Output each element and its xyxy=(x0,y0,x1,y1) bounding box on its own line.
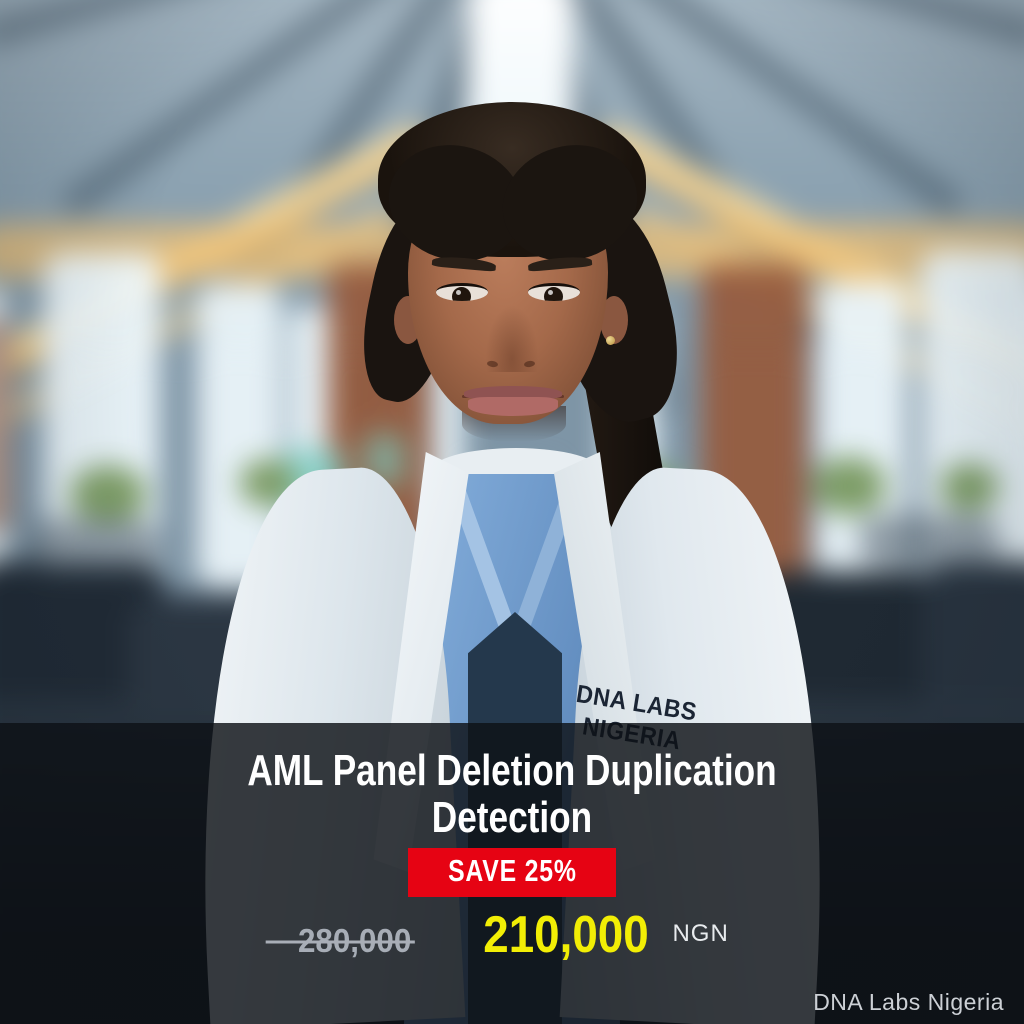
plant xyxy=(940,463,999,511)
promo-content: AML Panel Deletion Duplication Detection… xyxy=(0,723,1024,1024)
upper-lip xyxy=(464,386,562,400)
plant xyxy=(69,465,147,524)
desk-silhouette xyxy=(857,514,1001,568)
plant xyxy=(811,456,887,516)
brand-credit: DNA Labs Nigeria xyxy=(813,989,1004,1015)
lower-lip xyxy=(468,397,558,416)
old-price: 280,000 xyxy=(298,922,412,959)
brick-pillar xyxy=(0,319,12,532)
save-badge: SAVE 25% xyxy=(407,848,617,897)
test-title-line1: AML Panel Deletion Duplication xyxy=(247,746,777,795)
desk-silhouette xyxy=(27,518,161,572)
earring xyxy=(606,336,615,345)
test-title: AML Panel Deletion Duplication Detection xyxy=(0,747,1024,841)
left-eye xyxy=(436,283,488,301)
nose xyxy=(482,298,542,372)
save-badge-label: SAVE 25% xyxy=(447,853,577,888)
test-title-line2: Detection xyxy=(431,793,593,842)
price-row: 280,000 210,000 NGN xyxy=(295,905,729,965)
new-price: 210,000 xyxy=(483,906,650,964)
right-eye xyxy=(528,283,580,301)
currency-label: NGN xyxy=(672,920,729,947)
